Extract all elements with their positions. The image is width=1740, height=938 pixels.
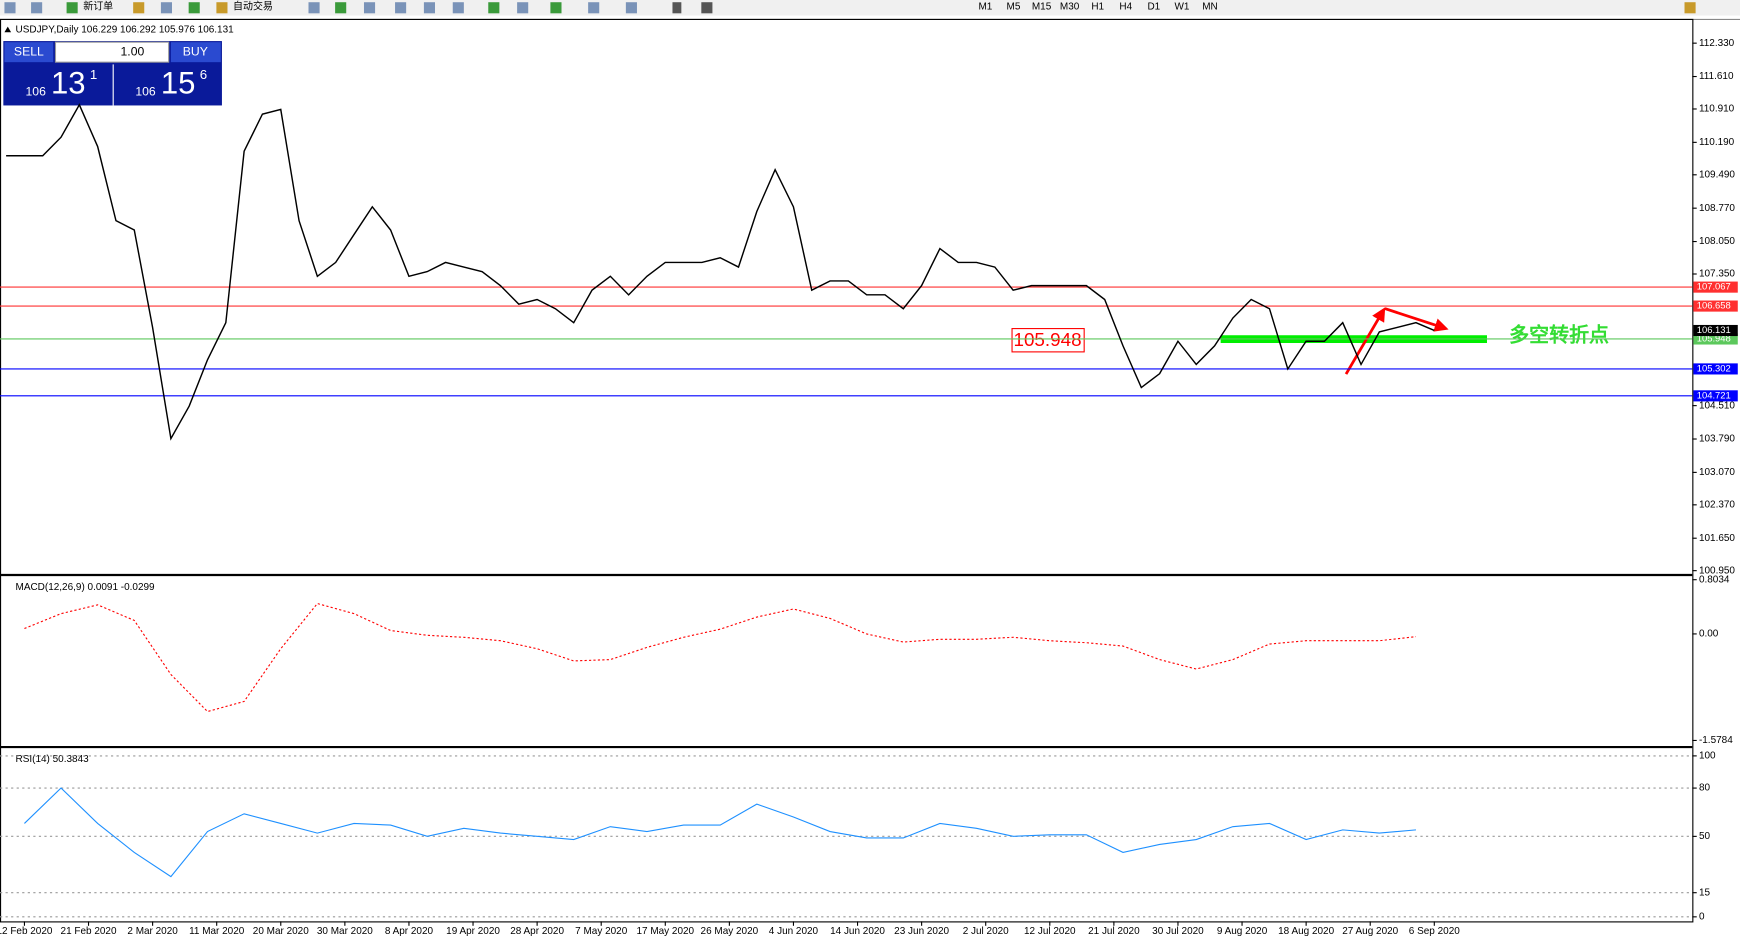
x-tick-label: 21 Jul 2020 — [1088, 926, 1140, 937]
y-tick-label: 104.510 — [1699, 400, 1735, 411]
timeframe-button[interactable]: M5 — [1007, 1, 1021, 12]
ask-pips: 15 — [161, 66, 196, 101]
y-tick-label: 100.950 — [1699, 565, 1735, 576]
series-line — [24, 602, 1417, 713]
x-tick-label: 9 Aug 2020 — [1217, 926, 1268, 937]
x-tick-label: 17 May 2020 — [636, 926, 694, 937]
arrow-up — [1344, 307, 1386, 375]
lot-box[interactable] — [54, 41, 170, 63]
level-tag-label: 106.658 — [1697, 300, 1731, 311]
price-callout — [1011, 328, 1085, 353]
x-tick-label: 14 Jun 2020 — [830, 926, 885, 937]
x-tick-label: 27 Aug 2020 — [1342, 926, 1398, 937]
y-tick-label: 102.370 — [1699, 499, 1735, 510]
x-tick-label: 30 Jul 2020 — [1152, 926, 1204, 937]
y-tick-label: 50 — [1699, 831, 1711, 842]
chart-title: MACD(12,26,9) 0.0091 -0.0299 — [16, 582, 156, 593]
arrow-down — [1384, 307, 1449, 332]
y-tick-label: 111.610 — [1699, 71, 1734, 82]
sell-label[interactable]: SELL — [14, 44, 44, 58]
level-tag — [1693, 390, 1738, 402]
x-tick-label: 2 Jul 2020 — [963, 926, 1009, 937]
x-tick-label: 6 Sep 2020 — [1409, 926, 1460, 937]
y-tick-label: 108.770 — [1699, 203, 1735, 214]
chart-title: RSI(14) 50.3843 — [16, 754, 90, 765]
ask-fraction: 6 — [200, 67, 207, 82]
y-tick-label: 107.350 — [1699, 269, 1735, 280]
bid-pips: 13 — [51, 66, 86, 101]
ask-figure: 106 — [135, 84, 156, 98]
y-tick-label: 15 — [1699, 887, 1711, 898]
x-tick-label: 20 Mar 2020 — [253, 926, 309, 937]
level-tag — [1693, 281, 1738, 293]
series-line — [6, 103, 1435, 441]
y-tick-label: 109.490 — [1699, 169, 1735, 180]
bid-figure: 106 — [26, 84, 47, 98]
timeframe-button[interactable]: MN — [1202, 1, 1218, 12]
timeframe-button[interactable]: D1 — [1147, 1, 1160, 12]
bid-tag — [1693, 324, 1738, 337]
x-tick-label: 21 Feb 2020 — [61, 926, 117, 937]
x-tick-label: 30 Mar 2020 — [317, 926, 373, 937]
y-tick-label: 103.070 — [1699, 467, 1735, 478]
bid-tag-label: 106.131 — [1697, 324, 1731, 335]
timeframe-button[interactable]: W1 — [1174, 1, 1189, 12]
y-tick-label: 110.910 — [1699, 104, 1735, 115]
timeframe-button[interactable]: M1 — [978, 1, 992, 12]
level-tag — [1693, 333, 1738, 345]
y-tick-label: 0 — [1699, 911, 1705, 922]
toolbar-button[interactable]: 自动交易 — [233, 0, 273, 12]
y-tick-label: 0.00 — [1699, 629, 1719, 640]
y-tick-label: 0.8034 — [1699, 574, 1730, 585]
y-tick-label: 103.790 — [1699, 434, 1735, 445]
level-tag — [1693, 363, 1738, 375]
y-tick-label: 112.330 — [1699, 38, 1735, 49]
timeframe-button[interactable]: M15 — [1032, 1, 1052, 12]
annotation: 多空转折点 — [1509, 323, 1609, 347]
x-tick-label: 7 May 2020 — [575, 926, 628, 937]
level-tag — [1693, 300, 1738, 312]
x-tick-label: 2 Mar 2020 — [127, 926, 178, 937]
x-tick-label: 18 Aug 2020 — [1278, 926, 1334, 937]
symbol-marker — [4, 26, 12, 33]
timeframe-button[interactable]: H4 — [1119, 1, 1132, 12]
level-tag-label: 104.721 — [1697, 389, 1731, 400]
chart-title: USDJPY,Daily 106.229 106.292 105.976 106… — [16, 25, 235, 36]
y-tick-label: 110.190 — [1699, 137, 1735, 148]
x-tick-label: 28 Apr 2020 — [510, 926, 564, 937]
level-tag-label: 105.948 — [1697, 332, 1731, 343]
x-tick-label: 23 Jun 2020 — [894, 926, 949, 937]
x-tick-label: 11 Mar 2020 — [189, 926, 245, 937]
series-line — [24, 787, 1417, 878]
trade-panel: SELL 1.00 BUY 106 13 1 106 15 6 — [3, 41, 222, 106]
level-tag-label: 105.302 — [1697, 362, 1731, 373]
x-tick-label: 12 Feb 2020 — [0, 926, 53, 937]
y-tick-label: 100 — [1699, 751, 1716, 762]
level-tag-label: 107.067 — [1697, 281, 1731, 292]
x-tick-label: 12 Jul 2020 — [1024, 926, 1076, 937]
x-tick-label: 8 Apr 2020 — [385, 926, 434, 937]
y-tick-label: -1.5784 — [1699, 735, 1733, 746]
toolbar-button[interactable]: 新订单 — [83, 0, 113, 12]
x-tick-label: 19 Apr 2020 — [446, 926, 500, 937]
sell-button[interactable] — [4, 42, 54, 63]
buy-label[interactable]: BUY — [183, 44, 208, 58]
timeframe-button[interactable]: H1 — [1091, 1, 1104, 12]
toolbar-icons — [4, 2, 1696, 14]
y-tick-label: 108.050 — [1699, 236, 1735, 247]
x-tick-label: 26 May 2020 — [701, 926, 759, 937]
chart-frame — [0, 18, 1694, 923]
x-tick-label: 4 Jun 2020 — [769, 926, 819, 937]
buy-button[interactable] — [170, 42, 221, 63]
y-tick-label: 101.650 — [1699, 533, 1735, 544]
bid-fraction: 1 — [90, 67, 97, 82]
timeframe-button[interactable]: M30 — [1060, 1, 1080, 12]
lot-value[interactable]: 1.00 — [121, 44, 145, 58]
y-tick-label: 80 — [1699, 783, 1711, 794]
